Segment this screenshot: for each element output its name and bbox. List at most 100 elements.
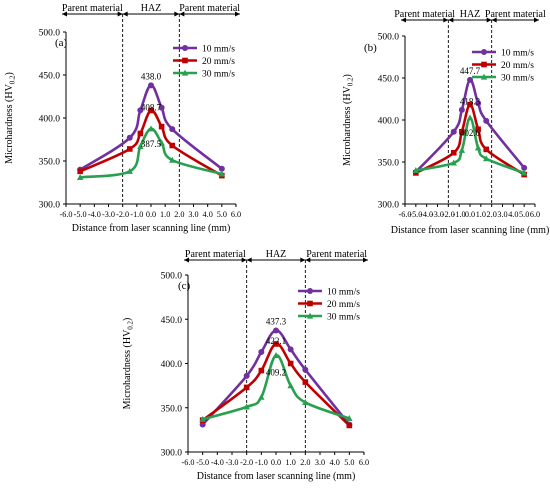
data-point xyxy=(137,142,144,149)
x-tick-label: -5.0 xyxy=(196,458,209,467)
region-label: Parent material xyxy=(62,3,123,14)
data-point xyxy=(243,403,250,410)
peak-label: 418.3 xyxy=(460,97,481,107)
x-tick-label: -2.0 xyxy=(116,210,129,219)
region-arrow-left-head-right xyxy=(117,11,123,17)
data-point xyxy=(137,130,144,137)
x-tick-label: 5.0 xyxy=(344,458,354,467)
peak-label: 409.2 xyxy=(266,367,286,377)
x-tick-label: 5.0 xyxy=(519,210,529,219)
x-tick-label: -1.0 xyxy=(453,210,466,219)
legend-marker xyxy=(181,69,189,76)
x-tick-label: -3.0 xyxy=(431,210,444,219)
peak-label: 402.6 xyxy=(460,128,481,138)
panel-label: (b) xyxy=(364,42,377,54)
data-point xyxy=(169,126,176,133)
region-label: HAZ xyxy=(141,3,162,14)
legend-marker xyxy=(306,312,314,319)
data-point xyxy=(258,367,265,374)
data-point xyxy=(412,167,420,173)
region-arrow-haz-head-right xyxy=(300,257,306,263)
region-arrow-left-head-right xyxy=(443,17,449,23)
x-tick-label: 0.0 xyxy=(271,458,281,467)
data-point xyxy=(302,399,309,406)
region-arrow-right-head-right xyxy=(363,257,368,263)
data-point xyxy=(273,327,279,334)
legend-label: 30 mm/s xyxy=(202,70,235,80)
data-point xyxy=(258,348,265,355)
data-point xyxy=(76,173,84,180)
peak-label: 422.1 xyxy=(266,336,286,346)
x-tick-label: 6.0 xyxy=(231,210,241,219)
data-point xyxy=(243,384,250,391)
peak-label: 387.5 xyxy=(141,139,162,149)
x-tick-label: -6.0 xyxy=(60,210,73,219)
x-tick-label: -2.0 xyxy=(442,210,455,219)
data-point xyxy=(169,142,176,149)
region-arrow-haz-head-right xyxy=(174,11,180,17)
x-tick-label: 4.0 xyxy=(330,458,340,467)
region-arrow-haz-head-right xyxy=(486,17,492,23)
legend-label: 20 mm/s xyxy=(202,57,235,67)
legend-marker xyxy=(481,49,487,55)
y-tick-label: 300.0 xyxy=(161,449,183,459)
y-tick-label: 400.0 xyxy=(378,117,400,127)
data-point xyxy=(243,372,250,379)
data-point xyxy=(258,393,265,400)
data-point xyxy=(169,156,176,163)
peak-label: 408.7 xyxy=(141,103,162,113)
y-tick-label: 450.0 xyxy=(378,75,400,85)
x-tick-label: 5.0 xyxy=(217,210,227,219)
x-tick-label: 1.0 xyxy=(286,458,296,467)
peak-label: 447.7 xyxy=(460,66,481,76)
data-point xyxy=(466,114,474,121)
x-tick-label: -5.0 xyxy=(74,210,87,219)
chart-panel-a: Parent material HAZ Parent material 300.0 35… xyxy=(4,3,241,234)
y-axis-label: Microhardness (HV0.2) xyxy=(122,318,135,410)
data-point xyxy=(474,144,482,151)
data-point xyxy=(287,360,294,367)
x-tick-label: 6.0 xyxy=(530,210,540,219)
x-tick-label: -6.0 xyxy=(182,458,195,467)
data-point xyxy=(126,167,133,174)
legend-label: 10 mm/s xyxy=(501,49,534,59)
data-point xyxy=(458,146,466,153)
legend-marker xyxy=(182,45,188,51)
data-point xyxy=(483,146,490,153)
region-label: Parent material xyxy=(179,3,240,14)
peak-label: 438.0 xyxy=(141,71,162,81)
data-point xyxy=(199,415,206,422)
legend-label: 30 mm/s xyxy=(501,74,534,84)
data-point xyxy=(450,149,457,156)
data-point xyxy=(148,107,154,114)
x-tick-label: 0.0 xyxy=(146,210,156,219)
x-tick-label: -4.0 xyxy=(88,210,101,219)
legend-marker xyxy=(182,57,188,64)
region-arrow-haz-head-left xyxy=(448,17,454,23)
x-tick-label: -3.0 xyxy=(102,210,115,219)
panel-label: (a) xyxy=(55,37,68,49)
region-label: HAZ xyxy=(266,249,287,260)
data-point xyxy=(302,379,309,385)
region-label: Parent material xyxy=(485,9,546,20)
y-tick-label: 300.0 xyxy=(378,201,400,211)
data-point xyxy=(467,76,473,83)
x-tick-label: 1.0 xyxy=(476,210,486,219)
x-tick-label: 4.0 xyxy=(508,210,518,219)
panel-label: (c) xyxy=(178,280,191,292)
region-arrow-right-head-left xyxy=(305,257,311,263)
data-point xyxy=(450,159,457,166)
data-point xyxy=(147,125,155,132)
legend-label: 20 mm/s xyxy=(501,61,534,71)
y-tick-label: 350.0 xyxy=(161,404,183,414)
x-tick-label: 3.0 xyxy=(497,210,507,219)
x-tick-label: -1.0 xyxy=(255,458,268,467)
y-tick-label: 450.0 xyxy=(161,316,183,326)
data-point xyxy=(148,82,154,89)
region-label: Parent material xyxy=(394,9,455,20)
region-arrow-right-head-left xyxy=(179,11,185,17)
data-point xyxy=(475,100,482,107)
data-point xyxy=(346,422,353,429)
y-tick-label: 350.0 xyxy=(39,158,61,168)
data-point xyxy=(459,128,465,135)
